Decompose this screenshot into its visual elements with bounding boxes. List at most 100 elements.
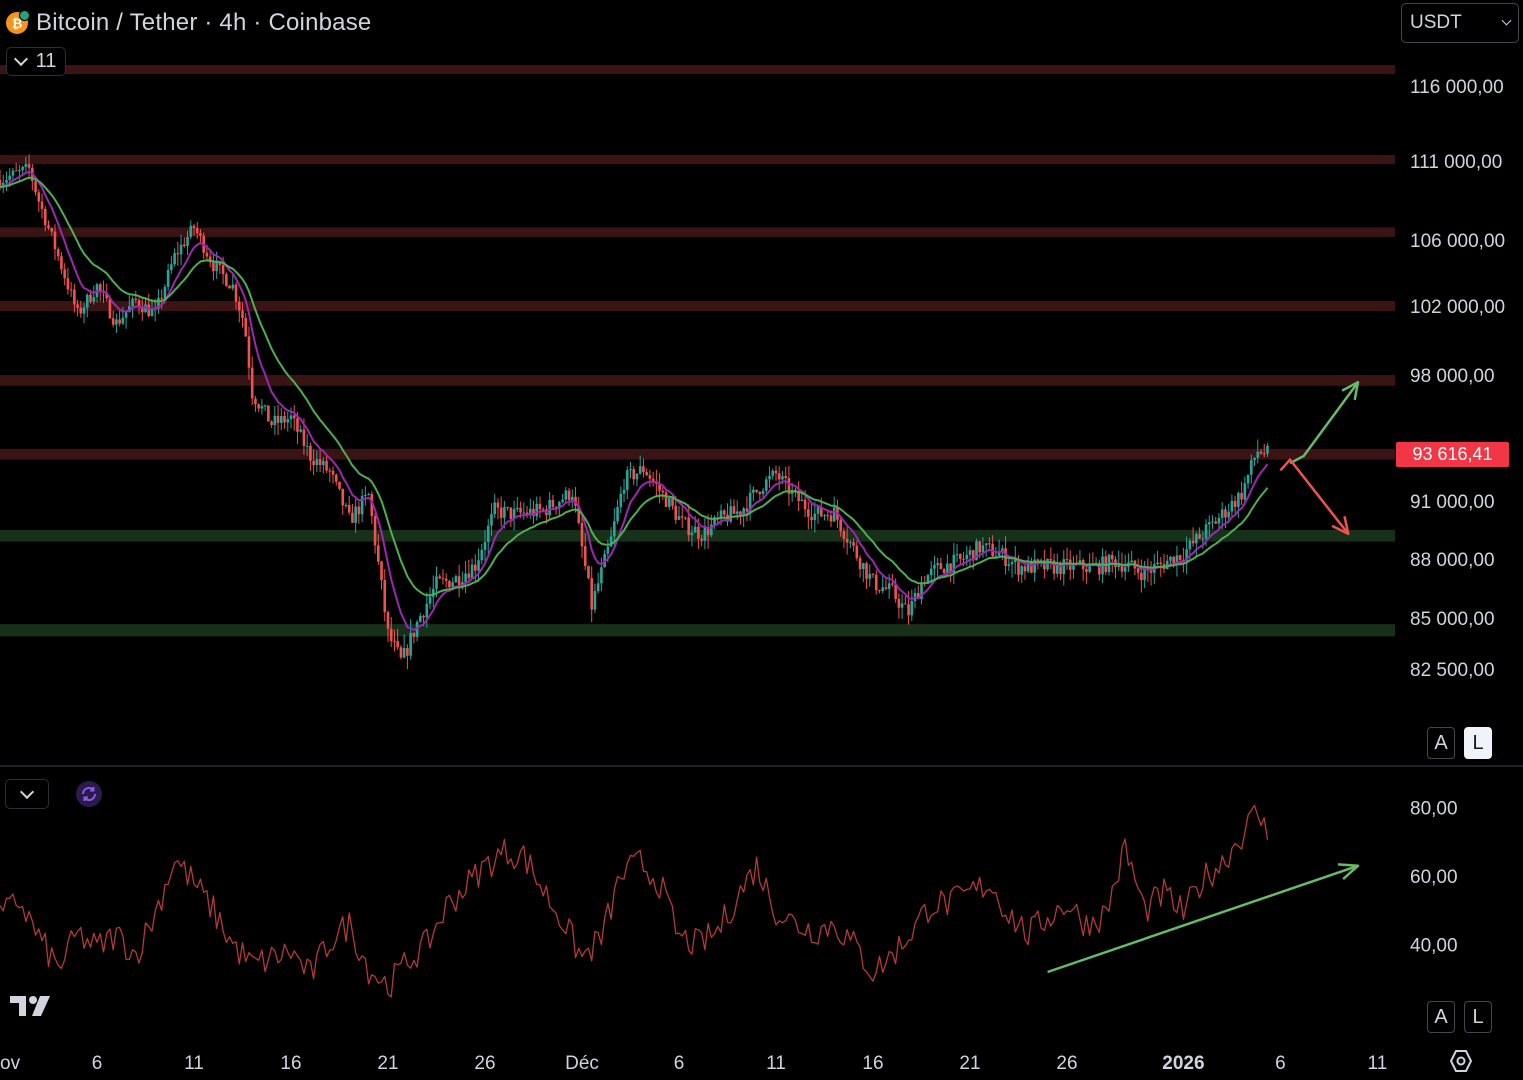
- candle-body: [493, 502, 496, 515]
- candle-body: [862, 563, 865, 570]
- candle-body: [280, 416, 283, 423]
- rsi-collapse-button[interactable]: [5, 779, 49, 809]
- candle-body: [496, 502, 500, 508]
- resistance-zone: [0, 227, 1395, 237]
- auto-scale-button[interactable]: A: [1427, 727, 1455, 759]
- candle-body: [900, 603, 904, 608]
- candle-body: [1130, 560, 1133, 563]
- candle-body: [1017, 558, 1020, 575]
- candle-body: [1220, 509, 1224, 518]
- time-tick-label: 11: [1368, 1053, 1388, 1074]
- symbol-header[interactable]: ₿ Bitcoin / Tether · 4h · Coinbase: [6, 6, 371, 40]
- candle-body: [551, 499, 555, 507]
- candle-body: [315, 459, 319, 466]
- candle-body: [603, 553, 606, 568]
- candle-body: [1259, 451, 1263, 454]
- candle-body: [700, 538, 703, 541]
- candle-body: [742, 508, 745, 516]
- candle-body: [47, 225, 50, 229]
- candle-body: [971, 550, 975, 561]
- candle-body: [1169, 556, 1172, 561]
- candle-body: [735, 511, 739, 514]
- currency-select[interactable]: USDT: [1401, 3, 1519, 43]
- collapse-indicators-button[interactable]: 11: [6, 47, 66, 76]
- tradingview-logo: [10, 996, 50, 1016]
- candle-body: [115, 319, 118, 325]
- candle-body: [658, 483, 661, 491]
- candle-body: [949, 563, 952, 573]
- candle-body: [800, 499, 804, 502]
- candle-body: [499, 507, 503, 518]
- candle-body: [273, 415, 277, 426]
- candle-body: [215, 262, 218, 272]
- candle-body: [451, 582, 454, 588]
- candle-body: [519, 507, 522, 513]
- rsi-auto-scale-button[interactable]: A: [1427, 1001, 1455, 1033]
- candle-body: [231, 284, 235, 289]
- chevron-down-icon: [1501, 15, 1512, 26]
- candle-body: [1085, 569, 1088, 572]
- indicator-count: 11: [35, 50, 57, 72]
- time-tick-label: 21: [377, 1053, 398, 1074]
- candle-body: [1227, 511, 1230, 518]
- candle-body: [1246, 474, 1250, 484]
- candle-body: [389, 628, 393, 642]
- candle-body: [528, 508, 532, 515]
- arrow-up: [1289, 381, 1360, 465]
- candle-body: [354, 506, 357, 523]
- candle-body: [144, 304, 147, 313]
- candle-body: [745, 508, 749, 512]
- candle-body: [1026, 560, 1030, 572]
- price-tick-label: 88 000,00: [1410, 550, 1495, 571]
- candle-body: [183, 244, 186, 247]
- resistance-zone: [0, 65, 1395, 74]
- candle-body: [386, 612, 390, 629]
- candle-body: [894, 584, 897, 599]
- candle-body: [457, 576, 461, 586]
- candle-body: [1049, 558, 1053, 561]
- candle-body: [63, 269, 66, 279]
- candle-body: [538, 503, 542, 510]
- candle-body: [1237, 492, 1240, 507]
- candle-body: [24, 164, 28, 167]
- candle-body: [111, 318, 115, 325]
- candle-body: [254, 398, 257, 405]
- candle-body: [73, 289, 76, 305]
- candle-body: [952, 554, 956, 573]
- candle-body: [1020, 566, 1024, 575]
- log-scale-button[interactable]: L: [1464, 727, 1492, 759]
- candle-body: [606, 546, 610, 554]
- candle-body: [448, 580, 451, 588]
- candle-body: [593, 591, 597, 610]
- candle-body: [11, 170, 15, 176]
- candle-body: [768, 475, 771, 480]
- candle-body: [661, 490, 665, 493]
- rsi-tick-label: 40,00: [1410, 936, 1458, 957]
- candle-body: [402, 647, 406, 658]
- candle-body: [1243, 483, 1247, 500]
- candle-body: [1207, 522, 1211, 525]
- rsi-log-scale-button[interactable]: L: [1464, 1001, 1492, 1033]
- candle-body: [309, 445, 312, 461]
- candle-body: [994, 555, 998, 557]
- sync-icon[interactable]: [76, 781, 102, 807]
- candle-body: [56, 249, 60, 257]
- candle-body: [1266, 445, 1269, 454]
- candle-body: [642, 466, 645, 473]
- candle-body: [907, 604, 910, 616]
- candle-body: [968, 550, 972, 555]
- candle-body: [474, 564, 477, 571]
- candle-body: [37, 192, 41, 202]
- candle-body: [732, 506, 736, 514]
- candle-body: [933, 564, 936, 569]
- candle-body: [364, 495, 367, 497]
- candle-body: [622, 489, 626, 494]
- candle-body: [338, 481, 341, 489]
- settings-icon[interactable]: [1448, 1048, 1474, 1074]
- candle-body: [205, 252, 209, 257]
- candle-body: [441, 578, 445, 580]
- candle-body: [134, 298, 138, 301]
- candle-body: [121, 317, 125, 324]
- candle-body: [651, 478, 655, 482]
